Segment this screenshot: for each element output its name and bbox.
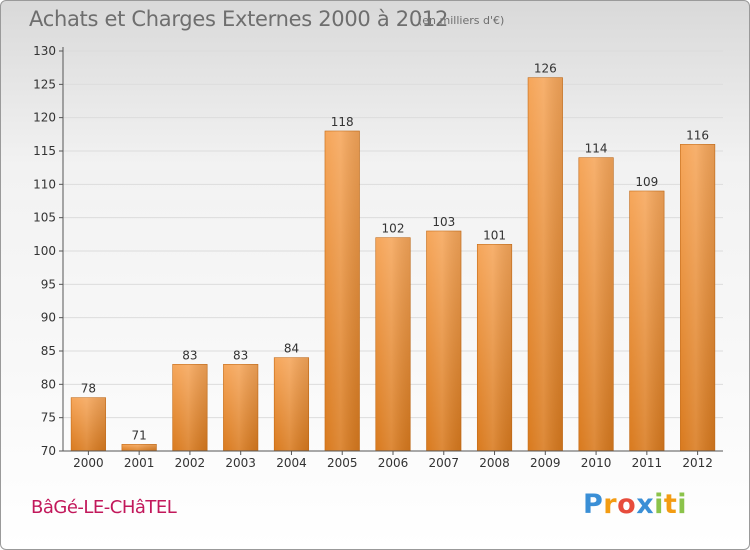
- x-tick-label: 2009: [530, 456, 561, 470]
- bar-shine: [375, 237, 411, 451]
- bar-shine: [274, 357, 309, 451]
- bar-shine: [680, 144, 715, 452]
- x-tick-label: 2000: [73, 456, 104, 470]
- data-label: 71: [132, 428, 147, 442]
- y-tick-label: 80: [41, 377, 56, 391]
- data-label: 109: [635, 175, 658, 189]
- bar-shine: [477, 244, 512, 451]
- x-tick-label: 2002: [175, 456, 206, 470]
- bar-shine: [629, 191, 665, 451]
- logo-letter: r: [603, 489, 618, 520]
- data-label: 84: [284, 342, 299, 356]
- data-label: 118: [331, 115, 354, 129]
- x-tick-label: 2001: [124, 456, 155, 470]
- y-tick-label: 70: [41, 444, 56, 458]
- y-tick-label: 125: [33, 77, 56, 91]
- data-label: 126: [534, 62, 557, 76]
- x-tick-label: 2006: [378, 456, 409, 470]
- data-label: 103: [432, 215, 455, 229]
- logo-letter: o: [617, 489, 637, 520]
- logo-letter: i: [677, 489, 688, 520]
- x-tick-label: 2010: [581, 456, 612, 470]
- y-tick-label: 85: [41, 344, 56, 358]
- y-tick-label: 120: [33, 111, 56, 125]
- proxiti-logo[interactable]: Proxiti: [583, 489, 687, 520]
- chart-subtitle: (en milliers d'€): [418, 14, 505, 27]
- y-tick-label: 105: [33, 211, 56, 225]
- y-tick-label: 75: [41, 411, 56, 425]
- x-tick-label: 2005: [327, 456, 358, 470]
- bar-shine: [172, 364, 208, 451]
- bar-shine: [121, 444, 157, 451]
- y-tick-label: 110: [33, 177, 56, 191]
- bar-shine: [324, 131, 360, 451]
- bar-shine: [71, 397, 106, 451]
- bar-shine: [578, 157, 614, 451]
- x-tick-label: 2004: [276, 456, 307, 470]
- data-label: 101: [483, 228, 506, 242]
- bar-shine: [223, 364, 258, 451]
- x-tick-label: 2008: [479, 456, 510, 470]
- logo-letter: i: [654, 489, 664, 520]
- logo-letter: P: [583, 489, 604, 520]
- x-tick-label: 2003: [225, 456, 256, 470]
- bar-shine: [528, 77, 563, 452]
- logo-letter: x: [636, 489, 655, 520]
- axes: 70 75 80 85 90 95 100 105 110 115 120 125 130 2000 200…: [33, 44, 723, 470]
- y-tick-label: 95: [41, 277, 56, 291]
- logo-letter: t: [663, 489, 678, 520]
- data-label: 78: [81, 382, 96, 396]
- x-tick-label: 2007: [428, 456, 459, 470]
- y-tick-label: 115: [33, 144, 56, 158]
- data-label: 102: [382, 222, 405, 236]
- data-label: 83: [182, 348, 197, 362]
- y-tick-label: 100: [33, 244, 56, 258]
- chart-title: Achats et Charges Externes 2000 à 2012: [29, 7, 449, 31]
- data-label: 116: [686, 128, 709, 142]
- bars: [70, 77, 716, 452]
- data-label: 114: [585, 142, 608, 156]
- y-tick-label: 130: [33, 44, 56, 58]
- x-tick-label: 2011: [632, 456, 663, 470]
- bar-shine: [426, 231, 462, 451]
- data-labels: 78 71 83 83 84 118 102 103 101 126 114 109 116: [81, 62, 709, 443]
- y-tick-label: 90: [41, 311, 56, 325]
- data-label: 83: [233, 348, 248, 362]
- commune-name: BâGé-LE-CHâTEL: [31, 497, 177, 518]
- x-tick-label: 2012: [682, 456, 713, 470]
